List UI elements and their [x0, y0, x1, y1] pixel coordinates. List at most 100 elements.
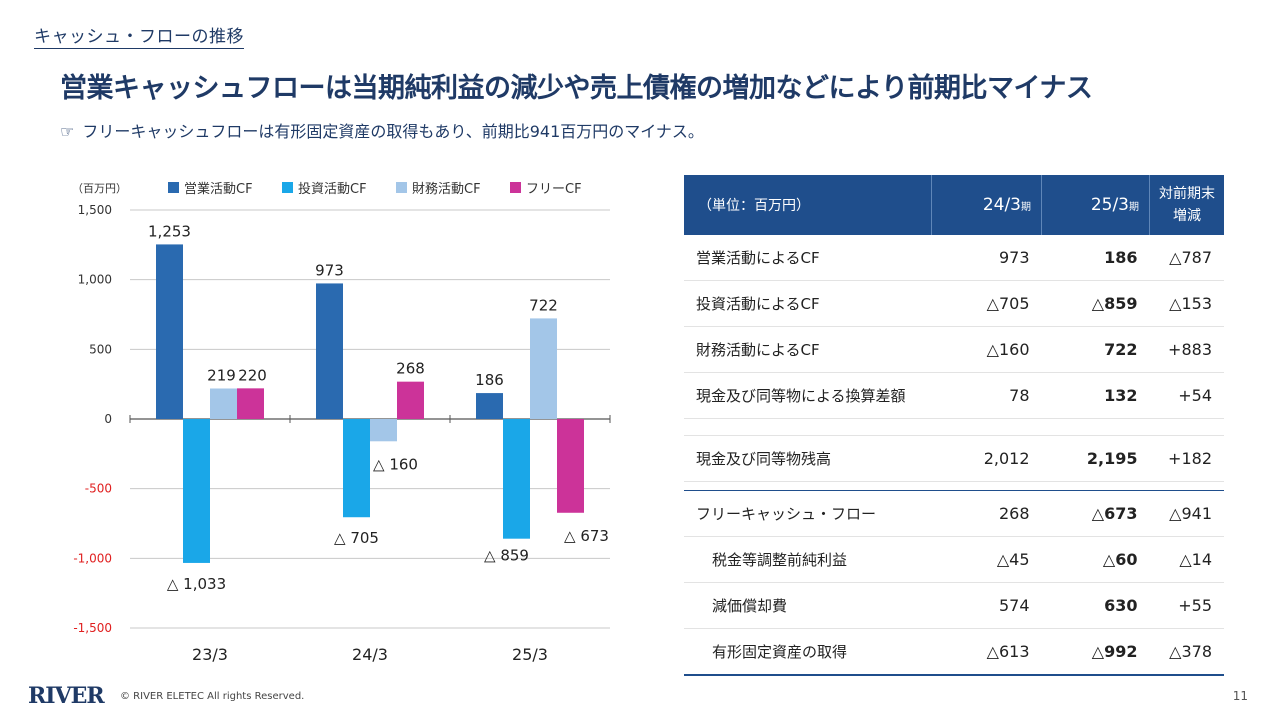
row-value-prev: 268	[931, 490, 1042, 537]
x-category-label: 24/3	[352, 645, 388, 664]
data-label: 186	[475, 371, 504, 389]
row-value-prev: 78	[931, 372, 1042, 419]
data-label: 268	[396, 360, 425, 378]
period-suffix: 期	[1129, 202, 1139, 213]
data-label: △ 160	[373, 455, 418, 473]
subline-text: フリーキャッシュフローは有形固定資産の取得もあり、前期比941百万円のマイナス。	[82, 122, 704, 141]
period-suffix: 期	[1021, 202, 1031, 213]
row-value-curr: 2,195	[1041, 435, 1150, 482]
row-value-prev: △613	[931, 628, 1042, 676]
row-value-curr: △673	[1041, 490, 1150, 537]
row-value-prev: 973	[931, 235, 1042, 281]
row-value-prev: 574	[931, 582, 1042, 629]
y-tick-label: -1,000	[73, 551, 112, 565]
table-row: 減価償却費 574 630 +55	[684, 582, 1224, 629]
legend-label-3: 財務活動CF	[412, 182, 481, 197]
col-header-prev-label: 24/3	[982, 195, 1021, 215]
y-tick-label: -1,500	[73, 621, 112, 635]
row-value-prev: △705	[931, 280, 1042, 327]
row-value-prev: △45	[931, 536, 1042, 583]
legend-swatch-1	[168, 182, 179, 193]
row-value-diff: +55	[1149, 582, 1224, 629]
row-value-prev: 2,012	[931, 435, 1042, 482]
row-value-prev: △160	[931, 326, 1042, 373]
row-value-diff: △787	[1149, 235, 1224, 281]
data-label: 722	[529, 296, 558, 314]
col-header-curr: 25/3期	[1041, 175, 1150, 235]
data-label: △ 859	[484, 547, 529, 565]
table-row: 投資活動によるCF △705 △859 △153	[684, 280, 1224, 327]
row-label: 営業活動によるCF	[684, 235, 932, 281]
y-tick-label: -500	[85, 482, 112, 496]
row-value-curr: △60	[1041, 536, 1150, 583]
col-header-prev: 24/3期	[931, 175, 1042, 235]
legend-swatch-2	[282, 182, 293, 193]
x-category-label: 25/3	[512, 645, 548, 664]
data-label: △ 673	[564, 527, 609, 545]
page-headline: 営業キャッシュフローは当期純利益の減少や売上債権の増加などにより前期比マイナス	[60, 73, 1093, 104]
y-unit-label: （百万円）	[72, 182, 127, 195]
data-label: △ 705	[334, 529, 379, 547]
row-value-curr: △992	[1041, 628, 1150, 676]
row-value-diff: △941	[1149, 490, 1224, 537]
table-header-row: （単位：百万円） 24/3期 25/3期 対前期末 増減	[684, 175, 1224, 235]
table-row: 現金及び同等物による換算差額 78 132 +54	[684, 372, 1224, 419]
row-value-diff: +182	[1149, 435, 1224, 482]
row-value-diff: △14	[1149, 536, 1224, 583]
row-value-curr: △859	[1041, 280, 1150, 327]
bar-23-3-s2	[183, 419, 210, 563]
row-value-diff: △378	[1149, 628, 1224, 676]
row-value-diff: +883	[1149, 326, 1224, 373]
table-row: 現金及び同等物残高 2,012 2,195 +182	[684, 435, 1224, 482]
row-label: 税金等調整前純利益	[684, 536, 932, 583]
col-header-diff: 対前期末 増減	[1149, 175, 1224, 235]
bar-24-3-s2	[343, 419, 370, 518]
bar-23-3-s1	[156, 244, 183, 419]
section-title: キャッシュ・フローの推移	[34, 22, 244, 49]
data-label: 220	[238, 366, 267, 384]
table-row: 営業活動によるCF 973 186 △787	[684, 235, 1224, 281]
bar-25-3-s4	[557, 419, 584, 513]
unit-header: （単位：百万円）	[684, 175, 932, 235]
bar-24-3-s1	[316, 283, 343, 419]
row-label: 有形固定資産の取得	[684, 628, 932, 676]
x-category-label: 23/3	[192, 645, 228, 664]
company-logo: RIVER	[28, 683, 105, 709]
legend-label-1: 営業活動CF	[184, 181, 253, 197]
table-row: 有形固定資産の取得 △613 △992 △378	[684, 628, 1224, 676]
row-label: 財務活動によるCF	[684, 326, 932, 373]
bar-23-3-s3	[210, 388, 237, 419]
col-header-curr-label: 25/3	[1090, 195, 1129, 215]
y-tick-label: 0	[104, 412, 112, 426]
y-tick-label: 500	[89, 342, 112, 356]
data-label: 219	[207, 366, 236, 384]
table-divider	[684, 481, 1224, 491]
table-row: フリーキャッシュ・フロー 268 △673 △941	[684, 490, 1224, 537]
data-label: 1,253	[148, 222, 191, 240]
row-label: 投資活動によるCF	[684, 280, 932, 327]
row-label: フリーキャッシュ・フロー	[684, 490, 932, 537]
bar-24-3-s4	[397, 381, 424, 419]
row-value-diff: △153	[1149, 280, 1224, 327]
bar-25-3-s1	[476, 393, 503, 419]
cash-flow-bar-chart: （百万円） 営業活動CF 投資活動CF 財務活動CF フリーCF 1,500 1,000 50…	[72, 181, 611, 664]
row-value-diff: +54	[1149, 372, 1224, 419]
row-value-curr: 722	[1041, 326, 1150, 373]
legend-swatch-4	[510, 182, 521, 193]
row-label: 減価償却費	[684, 582, 932, 629]
bar-25-3-s2	[503, 419, 530, 539]
legend-label-4: フリーCF	[526, 182, 582, 197]
pointing-hand-icon: ☞	[60, 122, 75, 141]
copyright-text: © RIVER ELETEC All rights Reserved.	[120, 691, 305, 702]
row-value-curr: 132	[1041, 372, 1150, 419]
legend-swatch-3	[396, 182, 407, 193]
y-tick-label: 1,500	[78, 203, 112, 217]
bar-24-3-s3	[370, 419, 397, 442]
row-value-curr: 186	[1041, 235, 1150, 281]
row-label: 現金及び同等物残高	[684, 435, 932, 482]
y-tick-label: 1,000	[78, 273, 112, 287]
cash-flow-table: （単位：百万円） 24/3期 25/3期 対前期末 増減 営業活動によるCF 97…	[684, 175, 1224, 676]
data-label: 973	[315, 261, 344, 279]
table-spacer	[684, 418, 1224, 436]
legend-label-2: 投資活動CF	[298, 181, 367, 197]
